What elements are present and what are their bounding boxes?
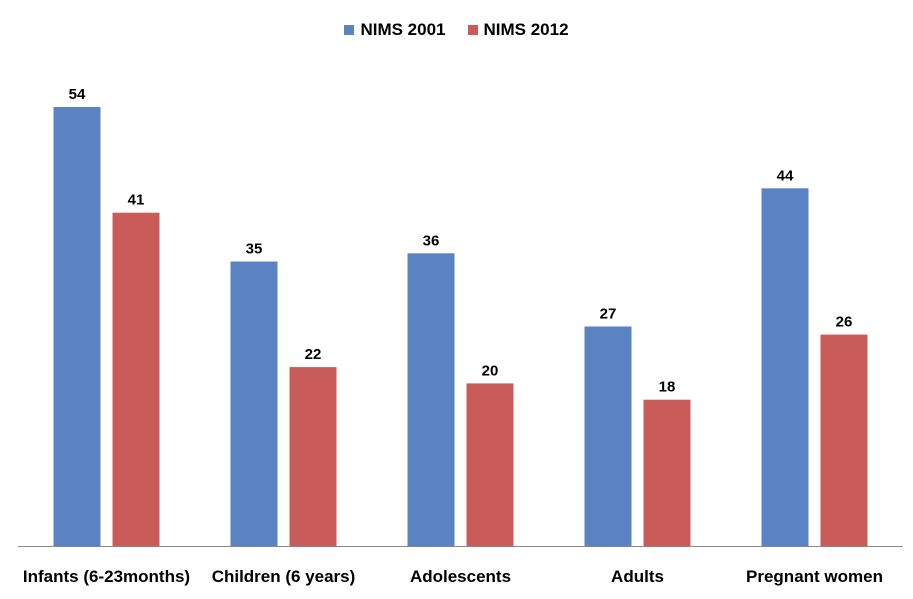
data-label-series-1-cat-4: 27: [600, 306, 617, 323]
bar-series-1-cat-5: [761, 188, 809, 547]
bar-series-1-cat-4: [584, 326, 632, 546]
legend-item-series-2: NIMS 2012: [467, 20, 569, 40]
bar-series-2-cat-5: [820, 334, 868, 546]
data-label-series-2-cat-2: 22: [305, 346, 322, 363]
bar-series-1-cat-1: [53, 107, 101, 546]
bar-series-2-cat-2: [289, 367, 337, 546]
data-label-series-2-cat-5: 26: [836, 314, 853, 331]
legend-label-series-2: NIMS 2012: [483, 20, 569, 39]
data-label-series-1-cat-3: 36: [423, 232, 440, 249]
legend-label-series-1: NIMS 2001: [360, 20, 446, 39]
bar-series-2-cat-4: [643, 399, 691, 546]
bar-series-1-cat-3: [407, 253, 455, 547]
data-label-series-2-cat-4: 18: [659, 379, 676, 396]
x-tick-label-4: Adults: [611, 567, 664, 586]
legend: NIMS 2001 NIMS 2012: [0, 20, 913, 40]
data-label-series-1-cat-2: 35: [246, 241, 263, 258]
bar-series-2-cat-1: [112, 212, 160, 546]
data-label-series-1-cat-1: 54: [69, 86, 86, 103]
x-tick-label-1: Infants (6-23months): [23, 567, 190, 586]
bar-series-2-cat-3: [466, 383, 514, 546]
x-tick-label-2: Children (6 years): [212, 567, 356, 586]
legend-swatch-series-2: [467, 25, 478, 35]
legend-swatch-series-1: [344, 25, 355, 35]
bar-series-1-cat-2: [230, 261, 278, 546]
data-label-series-1-cat-5: 44: [777, 167, 794, 184]
data-label-series-2-cat-3: 20: [482, 362, 499, 379]
legend-item-series-1: NIMS 2001: [344, 20, 446, 40]
x-tick-label-5: Pregnant women: [746, 567, 883, 586]
x-tick-label-3: Adolescents: [410, 567, 511, 586]
data-label-series-2-cat-1: 41: [128, 192, 145, 209]
